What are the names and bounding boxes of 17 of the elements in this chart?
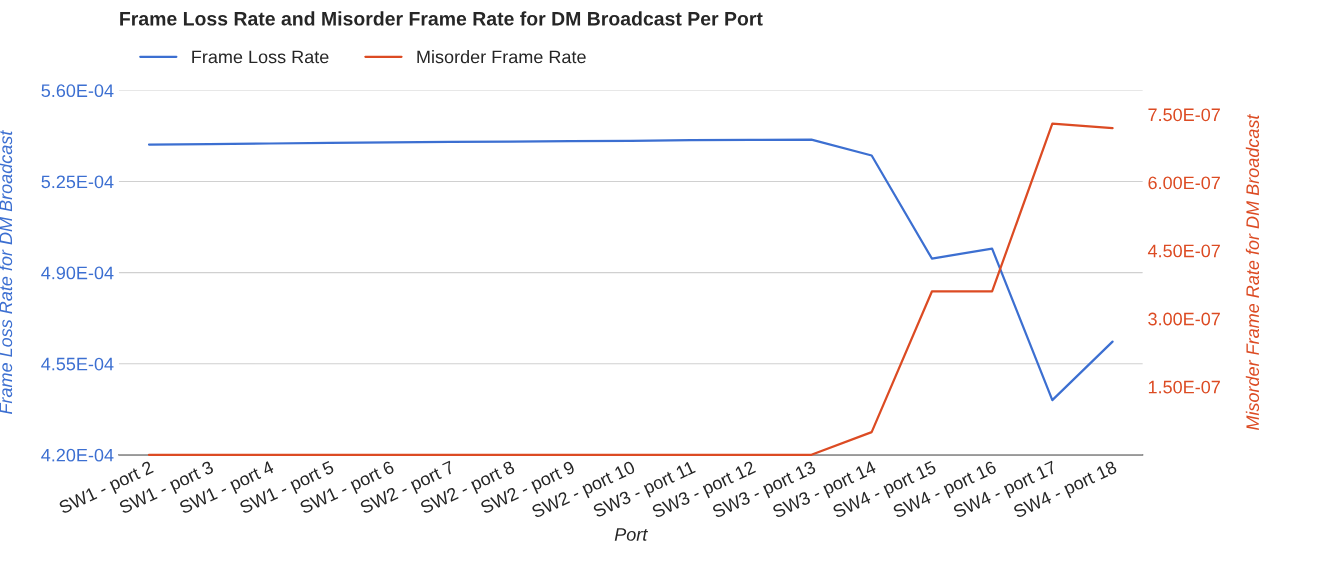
y2-tick-label: 6.00E-07 — [1148, 176, 1220, 190]
line-series — [147, 122, 1114, 456]
legend-label: Frame Loss Rate — [192, 50, 329, 64]
y-tick-label: 5.25E-04 — [41, 175, 114, 189]
chart-title: Frame Loss Rate and Misorder Frame Rate for DM Broadcast Per Port — [120, 11, 763, 26]
legend-label: Misorder Frame Rate — [417, 50, 586, 64]
y-tick-label: 4.55E-04 — [41, 357, 114, 371]
y2-tick-label: 7.50E-07 — [1148, 108, 1220, 122]
line-series — [147, 138, 1114, 402]
x-axis-title: Port — [614, 528, 648, 541]
y2-tick-label: 3.00E-07 — [1148, 312, 1220, 326]
y2-tick-label: 1.50E-07 — [1148, 380, 1220, 394]
y-tick-label: 4.20E-04 — [41, 448, 114, 462]
y-tick-label: 4.90E-04 — [41, 266, 114, 280]
y2-tick-label: 4.50E-07 — [1147, 244, 1220, 258]
y2-axis-title: Misorder Frame Rate for DM Broadcast — [1245, 113, 1260, 431]
y-tick-label: 5.60E-04 — [41, 84, 114, 98]
